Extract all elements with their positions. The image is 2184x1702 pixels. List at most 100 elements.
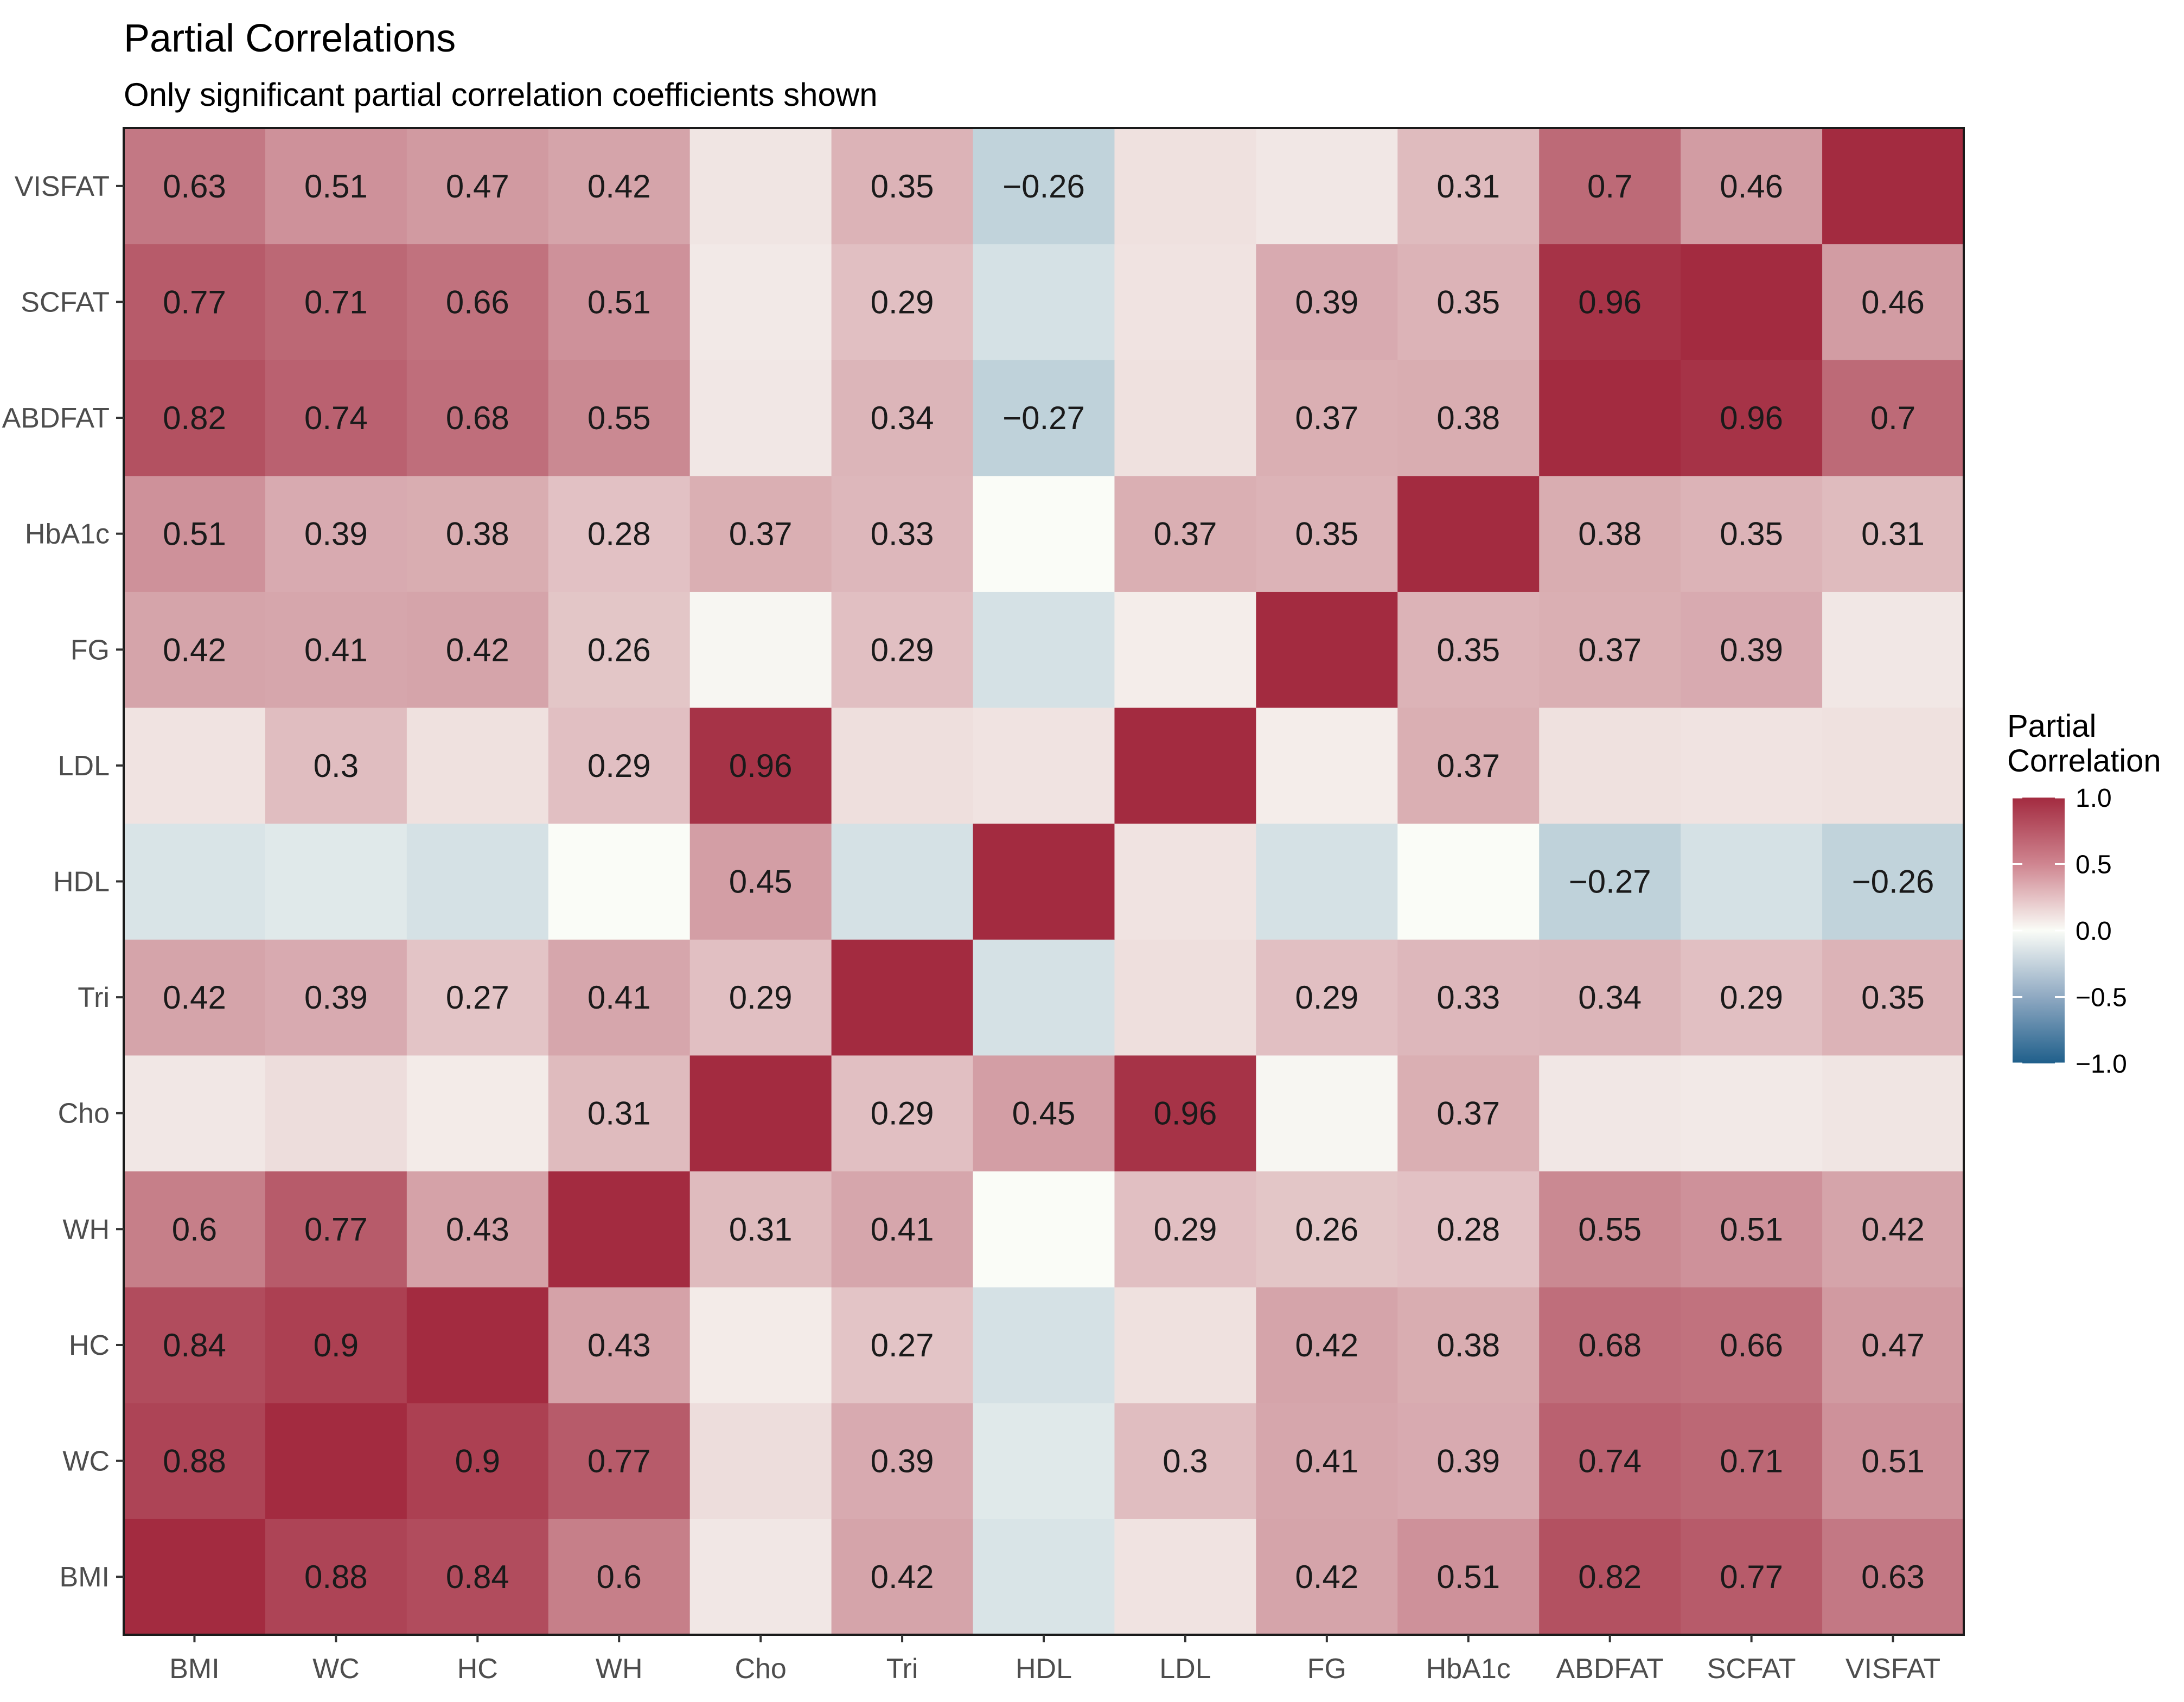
heatmap-cell-Tri-SCFAT: [1681, 939, 1823, 1056]
y-tick-label: ABDFAT: [2, 403, 110, 434]
cell-label: −0.26: [1852, 864, 1934, 900]
x-tick-label: SCFAT: [1707, 1653, 1796, 1685]
cell-label: 0.96: [1720, 400, 1783, 436]
cell-label: 0.45: [1012, 1095, 1076, 1132]
cell-label: 0.84: [163, 1327, 226, 1363]
cell-label: 0.51: [587, 284, 651, 320]
heatmap-cell-HDL-SCFAT: [1681, 823, 1823, 940]
heatmap-cell-LDL-ABDFAT: [1539, 707, 1681, 824]
heatmap-cell-HbA1c-Cho: [689, 475, 832, 592]
cell-label: 0.51: [1436, 1559, 1500, 1595]
heatmap-cell-VISFAT-WH: [548, 128, 691, 245]
heatmap-cell-Tri-HDL: [973, 939, 1115, 1056]
cell-label: 0.77: [1720, 1559, 1783, 1595]
cell-label: 0.38: [1436, 1327, 1500, 1363]
cell-label: 0.37: [1436, 748, 1500, 784]
cell-label: 0.39: [304, 979, 368, 1016]
cell-label: 0.28: [587, 516, 651, 552]
heatmap-cell-ABDFAT-LDL: [1114, 360, 1256, 476]
heatmap-cell-LDL-Tri: [831, 707, 974, 824]
heatmap-cell-VISFAT-LDL: [1114, 128, 1256, 245]
heatmap-cell-Cho-BMI: [124, 1055, 266, 1172]
heatmap-cell-SCFAT-BMI: [124, 244, 266, 360]
cell-label: 0.37: [1295, 400, 1358, 436]
heatmap-cell-HC-WH: [548, 1287, 691, 1404]
legend-tick-label: 1.0: [2076, 784, 2112, 813]
cell-label: 0.29: [729, 979, 793, 1016]
cell-label: 0.84: [446, 1559, 509, 1595]
cell-label: 0.42: [446, 632, 509, 668]
legend-title-line1: Partial: [2007, 709, 2096, 744]
y-tick-label: WC: [62, 1446, 110, 1477]
heatmap-cell-WC-HC: [406, 1403, 549, 1519]
heatmap-cell-WH-Cho: [689, 1171, 832, 1287]
chart-subtitle: Only significant partial correlation coe…: [124, 77, 878, 113]
heatmap-cell-BMI-SCFAT: [1681, 1519, 1823, 1635]
heatmap-cell-SCFAT-HC: [406, 244, 549, 360]
cell-label: 0.35: [1295, 516, 1358, 552]
heatmap-cell-HDL-WC: [265, 823, 407, 940]
heatmap-cell-WH-HbA1c: [1397, 1171, 1540, 1287]
cell-label: 0.35: [1436, 632, 1500, 668]
heatmap-cell-SCFAT-VISFAT: [1822, 244, 1964, 360]
cell-label: 0.37: [1154, 516, 1217, 552]
heatmap-cell-FG-HDL: [973, 591, 1115, 708]
x-tick-label: HC: [457, 1653, 498, 1685]
cell-label: 0.88: [304, 1559, 368, 1595]
cell-label: 0.33: [1436, 979, 1500, 1016]
heatmap-cell-SCFAT-WC: [265, 244, 407, 360]
cell-label: 0.63: [1861, 1559, 1925, 1595]
heatmap-cell-WC-ABDFAT: [1539, 1403, 1681, 1519]
heatmap-cell-LDL-BMI: [124, 707, 266, 824]
cell-label: 0.26: [587, 632, 651, 668]
cell-label: 0.29: [1295, 979, 1358, 1016]
cell-label: 0.66: [1720, 1327, 1783, 1363]
heatmap-cell-ABDFAT-HbA1c: [1397, 360, 1540, 476]
cell-label: 0.47: [446, 168, 509, 205]
cell-label: 0.39: [871, 1443, 934, 1480]
cell-label: −0.26: [1002, 168, 1085, 205]
heatmap-cell-Tri-ABDFAT: [1539, 939, 1681, 1056]
heatmap-cell-VISFAT-HDL: [973, 128, 1115, 245]
heatmap-cell-FG-Cho: [689, 591, 832, 708]
heatmap-cell-SCFAT-ABDFAT: [1539, 244, 1681, 360]
heatmap-cell-BMI-FG: [1256, 1519, 1398, 1635]
heatmap-cell-ABDFAT-ABDFAT: [1539, 360, 1681, 476]
heatmap-cell-WC-WH: [548, 1403, 691, 1519]
heatmap-cell-VISFAT-Cho: [689, 128, 832, 245]
cell-label: 0.33: [871, 516, 934, 552]
heatmap-cell-HDL-BMI: [124, 823, 266, 940]
heatmap-cell-FG-WH: [548, 591, 691, 708]
cell-label: 0.39: [304, 516, 368, 552]
cell-label: 0.63: [163, 168, 226, 205]
heatmap-cell-HbA1c-WC: [265, 475, 407, 592]
cell-label: 0.27: [871, 1327, 934, 1363]
cell-label: 0.7: [1870, 400, 1915, 436]
cell-label: 0.45: [729, 864, 793, 900]
cell-label: 0.27: [446, 979, 509, 1016]
cell-label: −0.27: [1002, 400, 1085, 436]
heatmap-cell-SCFAT-Tri: [831, 244, 974, 360]
cell-label: 0.51: [1720, 1211, 1783, 1247]
heatmap-cell-HbA1c-WH: [548, 475, 691, 592]
heatmap-cell-HbA1c-HC: [406, 475, 549, 592]
heatmap-cell-Cho-VISFAT: [1822, 1055, 1964, 1172]
cell-label: 0.28: [1436, 1211, 1500, 1247]
cell-label: 0.46: [1720, 168, 1783, 205]
chart-title: Partial Correlations: [124, 17, 456, 60]
heatmap-cell-LDL-Cho: [689, 707, 832, 824]
heatmap-cell-BMI-HbA1c: [1397, 1519, 1540, 1635]
heatmap-cell-Cho-Tri: [831, 1055, 974, 1172]
cell-label: 0.46: [1861, 284, 1925, 320]
cell-label: 0.77: [587, 1443, 651, 1480]
cell-label: 0.51: [1861, 1443, 1925, 1480]
heatmap-cell-WC-WC: [265, 1403, 407, 1519]
x-tick-label: FG: [1307, 1653, 1346, 1685]
heatmap-cell-HC-VISFAT: [1822, 1287, 1964, 1404]
heatmap-cell-BMI-HC: [406, 1519, 549, 1635]
cell-label: 0.68: [1578, 1327, 1642, 1363]
heatmap-cell-ABDFAT-HDL: [973, 360, 1115, 476]
heatmap-cell-Cho-Cho: [689, 1055, 832, 1172]
cell-label: 0.71: [1720, 1443, 1783, 1480]
y-tick-label: Tri: [78, 982, 110, 1013]
